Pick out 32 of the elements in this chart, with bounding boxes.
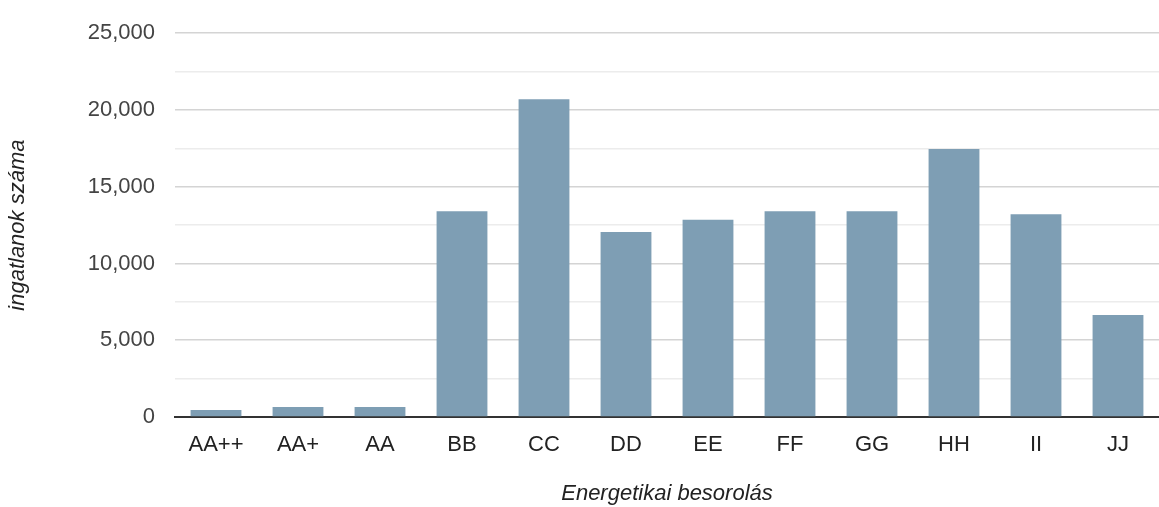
x-tick-label: CC: [528, 431, 560, 457]
bar: [190, 410, 242, 417]
x-tick-label: DD: [610, 431, 642, 457]
y-tick-label: 10,000: [87, 249, 155, 275]
x-tick-label: JJ: [1107, 431, 1129, 457]
bar: [846, 211, 898, 417]
bar: [354, 407, 406, 417]
x-axis-title: Energetikai besorolás: [561, 479, 773, 505]
bar: [928, 149, 980, 417]
bar: [1092, 314, 1144, 417]
x-tick-label: FF: [776, 431, 804, 457]
bar: [600, 232, 652, 417]
bar: [1010, 214, 1062, 417]
x-tick-label: AA+: [276, 431, 320, 457]
x-tick-label: II: [1029, 431, 1043, 457]
x-tick-label: BB: [447, 431, 477, 457]
bar: [764, 211, 816, 417]
x-tick-label: GG: [854, 431, 890, 457]
bar: [272, 407, 324, 417]
y-tick-label: 20,000: [87, 96, 155, 122]
x-tick-label: EE: [693, 431, 723, 457]
y-axis-title: ingatlanok száma: [4, 139, 30, 311]
bar: [682, 219, 734, 417]
y-tick-label: 0: [142, 403, 155, 429]
y-tick-label: 15,000: [87, 172, 155, 198]
y-tick-label: 5,000: [99, 326, 155, 352]
x-tick-label: AA++: [188, 431, 244, 457]
y-tick-label: 25,000: [87, 19, 155, 45]
x-tick-label: HH: [938, 431, 970, 457]
bar: [518, 99, 570, 417]
x-tick-label: AA: [365, 431, 395, 457]
bar: [436, 211, 488, 417]
